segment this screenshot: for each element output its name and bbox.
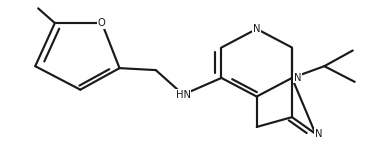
- Text: N: N: [315, 129, 322, 139]
- Text: N: N: [294, 73, 301, 83]
- Text: N: N: [253, 24, 260, 34]
- Text: O: O: [98, 18, 106, 28]
- Text: HN: HN: [176, 90, 191, 100]
